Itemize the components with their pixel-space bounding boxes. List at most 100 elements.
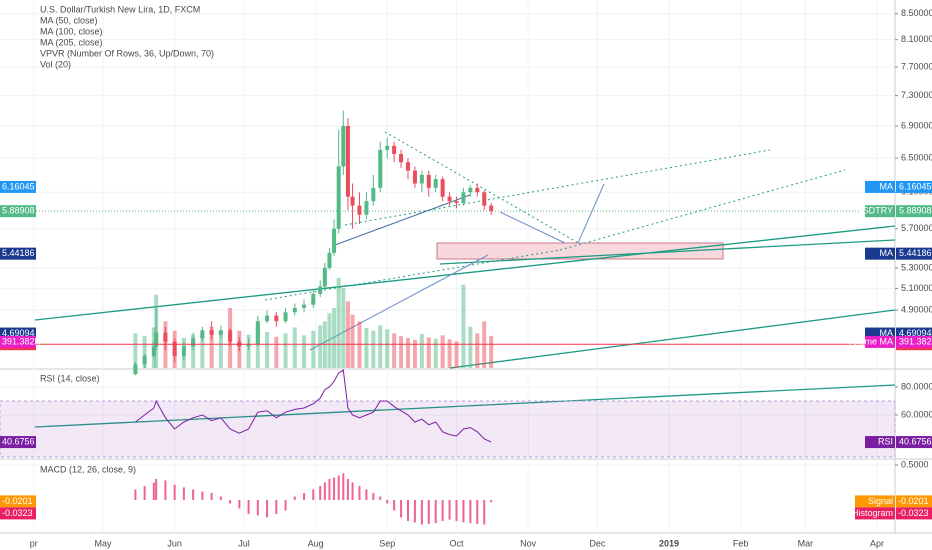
macd-bar — [469, 499, 472, 524]
candle-body — [311, 293, 316, 305]
candle-body — [364, 201, 369, 215]
series-tag-label: Signal — [868, 496, 893, 506]
x-tick-label: 2019 — [659, 538, 679, 548]
left-price-tag-label: 5.44186 — [2, 248, 35, 258]
y-tick-label: 4.90000 — [901, 304, 932, 314]
macd-bar — [155, 478, 158, 500]
volume-bar — [419, 334, 424, 368]
y-tick-label: 5.30000 — [901, 262, 932, 272]
candle-body — [332, 228, 337, 253]
volume-bar — [332, 308, 337, 368]
candle-body — [209, 330, 214, 335]
drawings — [0, 131, 896, 428]
candle-body — [255, 321, 260, 345]
macd-bar — [427, 499, 430, 524]
macd-bar — [386, 499, 389, 504]
macd-bar — [284, 499, 287, 511]
candle-body — [181, 346, 186, 356]
macd-bar — [333, 477, 336, 500]
price-tag — [896, 247, 932, 260]
y-tick-label: 7.70000 — [901, 61, 932, 71]
x-tick-label: Nov — [520, 538, 537, 548]
price-tag — [896, 180, 932, 193]
macd-bar — [293, 496, 296, 500]
macd-bar — [365, 489, 368, 500]
volume-bar — [489, 336, 494, 368]
macd-bar — [192, 489, 195, 500]
volume-bar — [274, 336, 279, 368]
macd-bar — [319, 485, 322, 500]
volume-bar — [412, 340, 417, 368]
macd-bar — [413, 499, 416, 523]
y-tick-label: 0.5000 — [901, 459, 929, 469]
trend-line — [449, 309, 896, 369]
left-price-tag-label: 4.69094 — [2, 328, 35, 338]
candle-body — [392, 145, 397, 154]
candle-body — [461, 192, 466, 203]
candle-body — [283, 312, 288, 322]
macd-bar — [152, 482, 155, 500]
zone — [436, 242, 724, 260]
grid — [0, 0, 895, 533]
series-tag — [865, 335, 895, 348]
candle-body — [378, 149, 383, 188]
candle-body — [336, 166, 341, 229]
series-tag — [855, 495, 895, 508]
candle-body — [468, 187, 473, 193]
volume-bar — [378, 325, 383, 368]
candle-body — [412, 170, 417, 184]
y-tick-label: 8.10000 — [901, 34, 932, 44]
chart-title: U.S. Dollar/Turkish New Lira, 1D, FXCM — [40, 4, 200, 14]
trend-line — [34, 225, 896, 321]
volume-bar — [385, 329, 390, 368]
left-price-tag-label: 40.6756 — [2, 436, 35, 446]
macd-bar — [134, 489, 137, 500]
volume-bar — [341, 288, 346, 368]
y-tick-label: 8.50000 — [901, 8, 932, 18]
series-tag — [865, 247, 895, 260]
macd-bar — [328, 478, 331, 500]
candle-body — [163, 332, 168, 342]
macd-bar — [229, 499, 232, 504]
y-tick-label: 6.90000 — [901, 120, 932, 130]
candle-body — [440, 179, 445, 197]
candle-body — [426, 174, 431, 188]
volume-bar — [426, 337, 431, 368]
macd-bar — [312, 489, 315, 500]
volume-bar — [345, 301, 350, 368]
candle-body — [246, 344, 251, 347]
ma-line — [334, 194, 471, 246]
candle-body — [200, 330, 205, 339]
rsi-band — [0, 400, 896, 458]
volume-bar — [399, 336, 404, 368]
macd-bar — [358, 485, 361, 500]
macd-bar — [337, 475, 340, 500]
candle-body — [345, 125, 350, 197]
candle-body — [142, 355, 147, 365]
price-tag-label: 5.88908 — [899, 206, 932, 216]
volume-bar — [200, 336, 205, 368]
series-tag-label: MA — [880, 181, 894, 191]
dotted-line — [344, 149, 771, 226]
left-price-tag-label: -0.0323 — [2, 508, 33, 518]
macd-bar — [420, 499, 423, 525]
candle-body — [454, 201, 459, 203]
price-tag — [896, 495, 932, 508]
macd-bar — [441, 499, 444, 522]
y-tick-label: 80.0000 — [901, 381, 932, 391]
arrow — [577, 183, 605, 244]
left-price-tag — [0, 247, 36, 260]
y-tick-label: 5.70000 — [901, 223, 932, 233]
macd-bar — [342, 473, 345, 500]
macd-bar — [351, 482, 354, 500]
macd-bar — [372, 492, 375, 500]
left-price-tag — [0, 205, 36, 218]
left-price-tag — [0, 507, 36, 520]
series-tag-label: Volume MA — [847, 336, 893, 346]
candle-body — [133, 364, 138, 375]
macd-bar — [219, 496, 222, 500]
macd-bar — [455, 499, 458, 522]
candle-body — [172, 341, 177, 356]
macd-bar — [247, 499, 250, 514]
macd-bar — [393, 499, 396, 511]
